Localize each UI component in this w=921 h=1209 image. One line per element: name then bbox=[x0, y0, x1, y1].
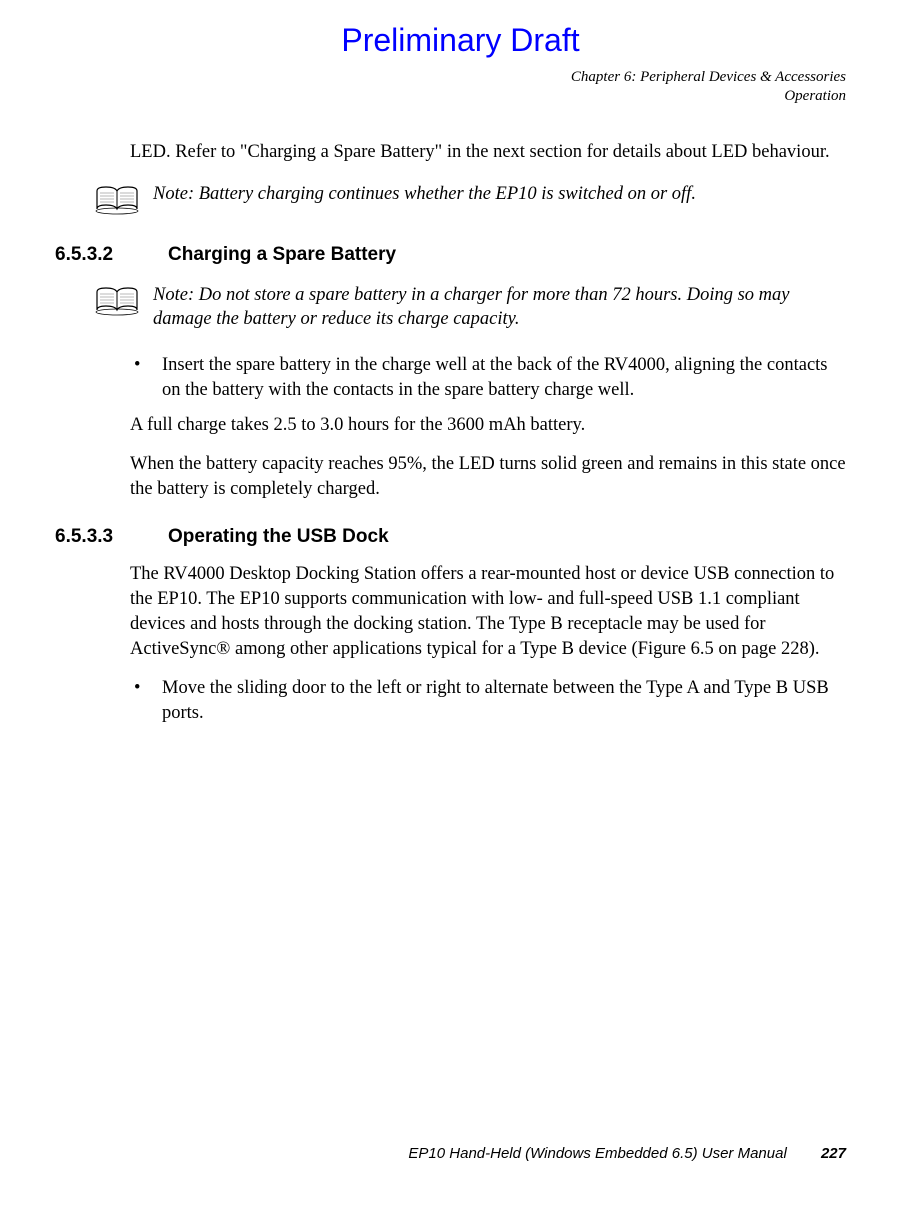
section-heading-6-5-3-2: 6.5.3.2 Charging a Spare Battery bbox=[55, 244, 846, 266]
chapter-subtitle-line: Operation bbox=[571, 87, 846, 106]
note-block-1: Note: Battery charging continues whether… bbox=[55, 183, 846, 220]
book-icon bbox=[95, 185, 139, 220]
section-title: Operating the USB Dock bbox=[168, 526, 846, 548]
paragraph: When the battery capacity reaches 95%, t… bbox=[130, 452, 846, 502]
bullet-mark: • bbox=[130, 676, 162, 726]
page-footer: EP10 Hand-Held (Windows Embedded 6.5) Us… bbox=[408, 1145, 846, 1162]
note-prefix: Note: bbox=[153, 285, 194, 305]
bullet-item: • Move the sliding door to the left or r… bbox=[130, 676, 846, 726]
section-title: Charging a Spare Battery bbox=[168, 244, 846, 266]
section-heading-6-5-3-3: 6.5.3.3 Operating the USB Dock bbox=[55, 526, 846, 548]
paragraph: The RV4000 Desktop Docking Station offer… bbox=[130, 562, 846, 662]
bullet-item: • Insert the spare battery in the charge… bbox=[130, 353, 846, 403]
footer-page-number: 227 bbox=[791, 1145, 846, 1162]
bullet-mark: • bbox=[130, 353, 162, 403]
bullet-list-2: • Move the sliding door to the left or r… bbox=[55, 676, 846, 726]
chapter-title-line: Chapter 6: Peripheral Devices & Accessor… bbox=[571, 68, 846, 87]
bullet-text: Insert the spare battery in the charge w… bbox=[162, 353, 846, 403]
note-text: Note: Battery charging continues whether… bbox=[153, 183, 696, 207]
intro-paragraph: LED. Refer to "Charging a Spare Battery"… bbox=[130, 140, 846, 165]
bullet-list-1: • Insert the spare battery in the charge… bbox=[55, 353, 846, 403]
page-content: LED. Refer to "Charging a Spare Battery"… bbox=[55, 140, 846, 736]
note-block-2: Note: Do not store a spare battery in a … bbox=[55, 284, 846, 331]
footer-manual-title: EP10 Hand-Held (Windows Embedded 6.5) Us… bbox=[408, 1145, 786, 1162]
note-body: Do not store a spare battery in a charge… bbox=[153, 285, 790, 329]
section-number: 6.5.3.2 bbox=[55, 244, 168, 266]
section-number: 6.5.3.3 bbox=[55, 526, 168, 548]
note-prefix: Note: bbox=[153, 184, 194, 204]
note-body: Battery charging continues whether the E… bbox=[199, 184, 696, 204]
chapter-header: Chapter 6: Peripheral Devices & Accessor… bbox=[571, 68, 846, 106]
draft-watermark: Preliminary Draft bbox=[0, 22, 921, 59]
paragraph: A full charge takes 2.5 to 3.0 hours for… bbox=[130, 413, 846, 438]
note-text: Note: Do not store a spare battery in a … bbox=[153, 284, 846, 331]
bullet-text: Move the sliding door to the left or rig… bbox=[162, 676, 846, 726]
book-icon bbox=[95, 286, 139, 321]
